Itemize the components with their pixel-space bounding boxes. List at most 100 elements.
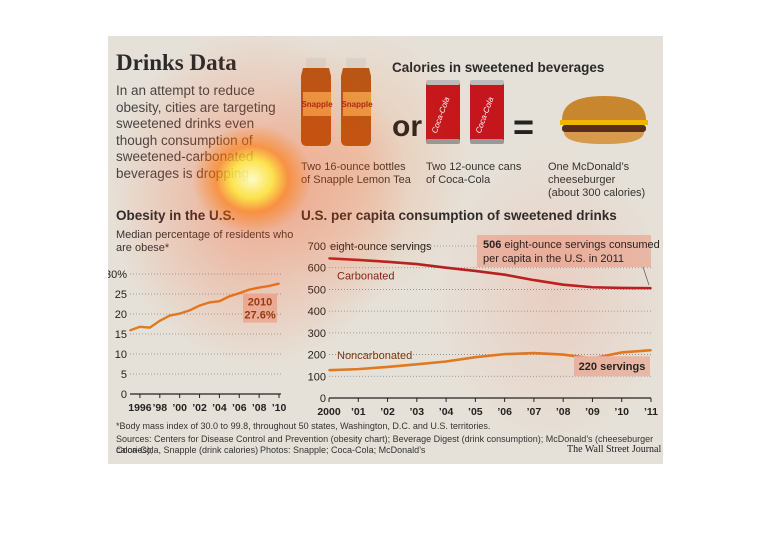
x-tick-label: ’04 (439, 406, 454, 418)
data-point (474, 270, 477, 272)
x-tick-label: ’06 (497, 406, 512, 418)
data-point (188, 309, 191, 312)
data-point (268, 285, 270, 287)
x-tick-label: ’01 (351, 406, 366, 418)
series-label-carbonated: Carbonated (337, 270, 395, 282)
data-point (328, 257, 330, 260)
cheeseburger-caption: One McDonald’s cheeseburger (about 300 c… (548, 161, 646, 199)
x-tick-label: ’09 (585, 406, 600, 418)
y-tick-label: 700 (308, 241, 326, 253)
data-point (386, 260, 389, 263)
data-point (198, 304, 201, 307)
sources-line-2: Coca-Cola, Snapple (drink calories) (116, 445, 259, 455)
data-point (357, 368, 360, 371)
data-point (415, 263, 418, 265)
annotation-value: 27.6% (244, 310, 275, 322)
y-tick-label: 10 (115, 349, 127, 361)
data-point (158, 319, 161, 322)
x-tick-label: ’06 (232, 402, 247, 414)
obesity-chart-title: Obesity in the U.S. (116, 208, 236, 223)
data-point (228, 295, 231, 298)
y-tick-label: 25 (115, 289, 127, 301)
data-point (503, 353, 506, 356)
x-tick-label: ’10 (614, 406, 629, 418)
x-tick-label: ’98 (152, 402, 167, 414)
y-tick-label: 500 (308, 284, 326, 296)
x-tick-label: ’11 (644, 406, 658, 418)
data-point (328, 369, 330, 372)
product-images: Snapple Snapple Coca-Cola Coca-Cola (301, 58, 648, 146)
y-tick-label: 400 (308, 306, 326, 318)
y-tick-label: 0 (121, 389, 127, 401)
data-point (591, 286, 594, 289)
data-point (533, 352, 535, 354)
x-tick-label: ’04 (212, 402, 227, 414)
data-point (386, 366, 389, 368)
x-tick-label: ’02 (192, 402, 207, 414)
y-tick-label: 100 (308, 371, 326, 383)
photo-credits: Photos: Snapple; Coca-Cola; McDonald’s (260, 445, 426, 455)
publisher-credit: The Wall Street Journal (567, 444, 662, 455)
x-tick-label: ’05 (468, 406, 483, 418)
y-tick-label: 200 (308, 350, 326, 362)
page-title: Drinks Data (116, 50, 237, 75)
y-axis-label: eight-ounce servings (330, 241, 432, 253)
consumption-chart-title: U.S. per capita consumption of sweetened… (301, 208, 617, 223)
data-point (218, 300, 221, 303)
snapple-bottle-icon: Snapple (301, 58, 333, 146)
snapple-bottle-icon: Snapple (341, 58, 373, 146)
x-tick-label: ’07 (527, 406, 542, 418)
data-point (178, 312, 181, 315)
data-point (238, 292, 241, 295)
infographic: Drinks Data In an attempt to reduce obes… (108, 36, 663, 464)
equals-sign: = (513, 106, 535, 147)
y-tick-label: 15 (115, 329, 127, 341)
x-tick-label: ’08 (252, 402, 267, 414)
coke-caption: Two 12-ounce cans of Coca-Cola (426, 161, 522, 186)
data-point (129, 329, 131, 332)
x-tick-label: 1996 (128, 402, 152, 414)
data-point (357, 258, 360, 261)
data-point (650, 349, 652, 352)
coca-cola-can-icon: Coca-Cola (426, 80, 460, 144)
footnote: *Body mass index of 30.0 to 99.8, throug… (116, 421, 491, 431)
data-point (168, 314, 171, 317)
data-point (139, 325, 141, 328)
data-point (258, 286, 261, 289)
data-point (562, 353, 565, 356)
or-word: or (392, 110, 422, 143)
y-tick-label: 20 (115, 309, 127, 321)
data-point (445, 360, 447, 363)
data-point (620, 351, 623, 354)
coca-cola-can-icon: Coca-Cola (470, 80, 504, 144)
x-tick-label: 2000 (317, 406, 341, 418)
data-point (562, 283, 565, 286)
x-tick-label: ’10 (272, 402, 287, 414)
carbonated-annotation-line2: per capita in the U.S. in 2011 (483, 253, 624, 265)
y-tick-label: 5 (121, 369, 127, 381)
x-tick-label: ’03 (410, 406, 425, 418)
noncarbonated-annotation: 220 servings (579, 361, 646, 373)
series-label-noncarbonated: Noncarbonated (337, 350, 412, 362)
data-point (503, 273, 506, 276)
data-point (248, 288, 251, 291)
svg-text:Snapple: Snapple (341, 100, 373, 109)
consumption-chart: 0 100 200 300 400 500 600 700 eight-ounce servin… (308, 235, 660, 418)
y-tick-label: 300 (308, 328, 326, 340)
data-point (474, 356, 477, 359)
y-tick-label: 0 (320, 393, 326, 405)
cheeseburger-icon (560, 96, 648, 144)
obesity-chart: 0 5 10 15 20 25 30% 1996’98 ’00 ’02 ’04 ’06 ’08 ’10 20… (108, 269, 287, 414)
data-point (415, 363, 418, 366)
annotation-year: 2010 (248, 297, 272, 309)
data-point (620, 287, 623, 289)
x-tick-label: ’08 (556, 406, 571, 418)
x-tick-label: ’02 (380, 406, 395, 418)
data-point (533, 279, 535, 281)
svg-text:Snapple: Snapple (301, 100, 333, 109)
data-point (278, 282, 280, 285)
obesity-chart-subtitle: Median percentage of residents who are o… (116, 229, 294, 254)
annotation-leader (642, 266, 650, 286)
data-point (148, 326, 151, 329)
y-tick-label: 30% (108, 269, 127, 281)
